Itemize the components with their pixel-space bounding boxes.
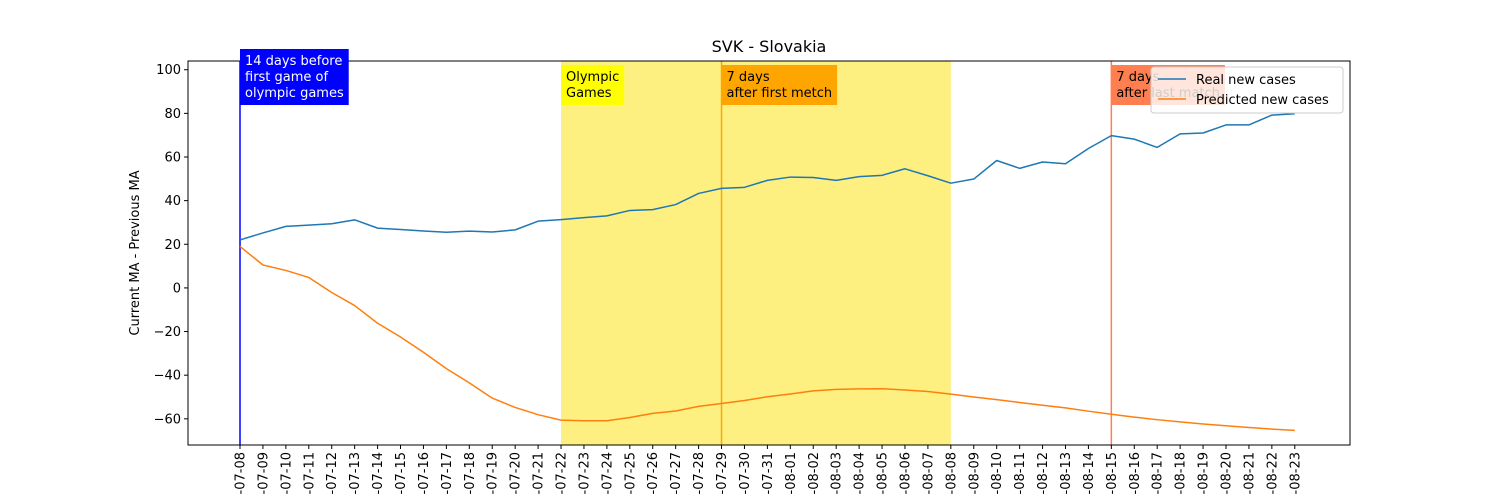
legend-box [1150, 66, 1344, 114]
x-tick-label: -07-16 [417, 452, 432, 494]
x-tick-label: -08-19 [1197, 452, 1212, 494]
x-tick-label: -07-26 [646, 452, 661, 494]
annotation-text: Games [566, 86, 612, 101]
x-tick-label: -07-18 [463, 452, 478, 494]
x-tick-label: -07-31 [761, 452, 776, 494]
x-tick-label: -07-13 [348, 452, 363, 494]
x-axis: -07-08 -07-09 -07-10 -07-11 -07-12 -07-13 -07-… [234, 445, 1303, 494]
x-tick-label: -07-09 [256, 452, 271, 494]
x-tick-label: -08-22 [1265, 452, 1280, 494]
x-tick-label: -08-05 [876, 452, 891, 494]
x-tick-label: -08-02 [807, 452, 822, 494]
olympic-games-shaded-region [561, 61, 951, 445]
y-tick-label: 100 [156, 63, 181, 78]
x-tick-label: -08-13 [1059, 452, 1074, 494]
x-tick-label: -08-16 [1128, 452, 1143, 494]
annotation-text: olympic games [245, 86, 344, 101]
x-tick-label: -08-11 [1013, 452, 1028, 494]
x-tick-label: -07-12 [325, 452, 340, 494]
x-tick-label: -08-07 [921, 452, 936, 494]
annotation-box [721, 65, 838, 105]
annotation-box [240, 49, 349, 105]
y-tick-label: 20 [164, 238, 181, 253]
annotation-text: Olympic [566, 70, 619, 85]
x-tick-label: -08-10 [990, 452, 1005, 494]
x-tick-label: -07-15 [394, 452, 409, 494]
x-tick-label: -08-06 [898, 452, 913, 494]
x-tick-label: -07-25 [623, 452, 638, 494]
x-tick-label: -08-14 [1082, 452, 1097, 494]
x-tick-label: -08-23 [1288, 452, 1303, 494]
x-tick-label: -07-17 [440, 452, 455, 494]
plot-clip-group [239, 61, 1295, 445]
x-tick-label: -07-23 [577, 452, 592, 494]
plot-frame [187, 60, 1351, 446]
annotation-text: 7 days [727, 70, 770, 85]
x-tick-label: -07-30 [738, 452, 753, 494]
legend: Real new cases Predicted new cases [1150, 66, 1344, 114]
x-tick-label: -08-01 [784, 452, 799, 494]
annotation-box [561, 65, 625, 105]
x-tick-label: -07-14 [371, 452, 386, 494]
series-line-0 [239, 113, 1295, 241]
y-tick-label: −60 [154, 412, 181, 427]
x-tick-label: -08-20 [1219, 452, 1234, 494]
x-tick-label: -08-18 [1174, 452, 1189, 494]
x-tick-label: -08-17 [1151, 452, 1166, 494]
y-tick-label: 60 [164, 151, 181, 166]
y-tick-label: −20 [154, 325, 181, 340]
chart-title: SVK - Slovakia [712, 37, 827, 56]
y-tick-label: 80 [164, 107, 181, 122]
x-tick-label: -07-24 [600, 452, 615, 494]
x-tick-label: -07-29 [715, 452, 730, 494]
x-tick-label: -07-27 [669, 452, 684, 494]
y-tick-label: −40 [154, 369, 181, 384]
x-tick-label: -07-19 [486, 452, 501, 494]
y-axis: −60 −40 −20 0 20 40 60 80 100 [154, 63, 188, 427]
x-tick-label: -08-09 [967, 452, 982, 494]
annotation-text: 14 days before [245, 54, 342, 69]
annotation-text: first game of [245, 70, 329, 85]
y-axis-label: Current MA - Previous MA [128, 170, 143, 335]
y-tick-label: 0 [173, 281, 181, 296]
x-tick-label: -07-20 [509, 452, 524, 494]
x-tick-label: -08-08 [944, 452, 959, 494]
x-tick-label: -08-04 [853, 452, 868, 494]
annotation-text: after first metch [727, 86, 833, 101]
x-tick-label: -07-08 [234, 452, 249, 494]
y-tick-label: 40 [164, 194, 181, 209]
x-tick-label: -08-15 [1105, 452, 1120, 494]
annotation-text: 7 days [1116, 70, 1159, 85]
x-tick-label: -07-28 [692, 452, 707, 494]
x-tick-label: -08-21 [1242, 452, 1257, 494]
x-tick-label: -07-22 [555, 452, 570, 494]
x-tick-label: -08-12 [1036, 452, 1051, 494]
x-tick-label: -07-10 [279, 452, 294, 494]
legend-label-1: Predicted new cases [1196, 93, 1329, 108]
legend-label-0: Real new cases [1196, 73, 1296, 88]
x-tick-label: -07-11 [302, 452, 317, 494]
plot-area [239, 61, 1295, 445]
x-tick-label: -07-21 [532, 452, 547, 494]
series-line-1 [239, 245, 1295, 432]
x-tick-label: -08-03 [830, 452, 845, 494]
